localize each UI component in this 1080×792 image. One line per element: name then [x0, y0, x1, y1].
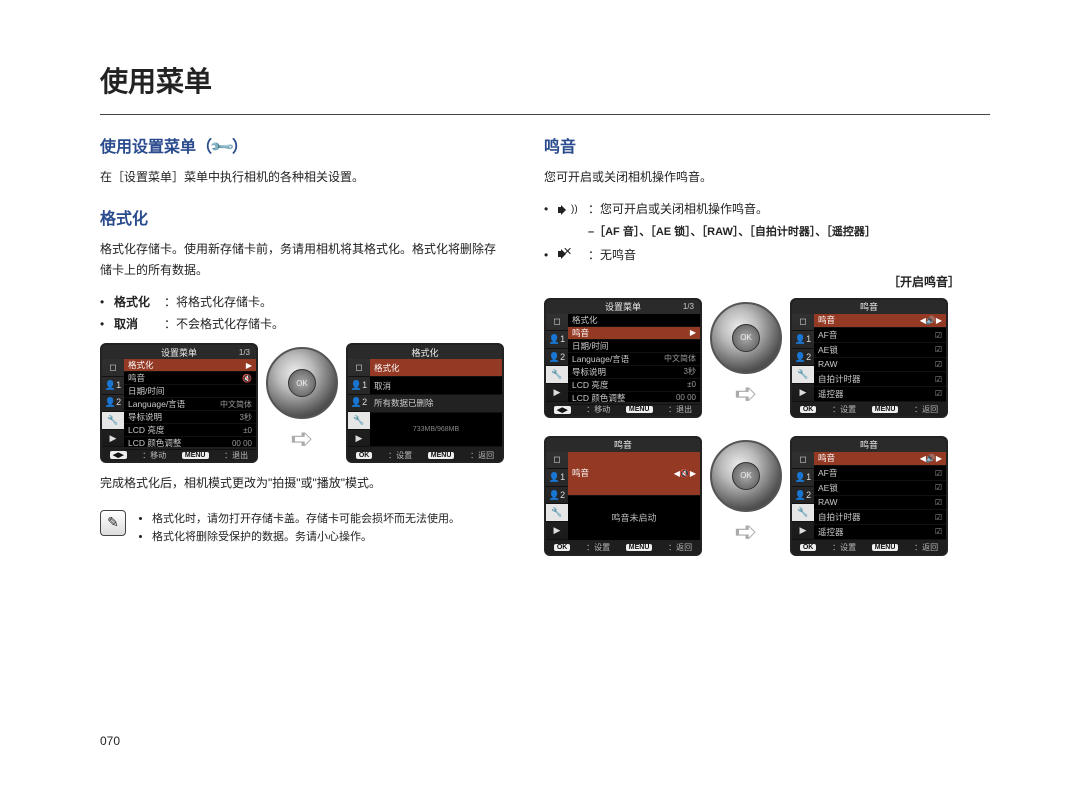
format-panels: 设置菜单 1/3 ◻ 👤1 👤2 🔧 ▶ 格式化▶: [100, 343, 504, 463]
desc-format: 格式化存储卡。使用新存储卡前，务请用相机将其格式化。格式化将删除存储卡上的所有数…: [100, 239, 504, 280]
lcd-title-text: 格式化: [411, 346, 438, 359]
lcd-settings: 设置菜单 1/3 ◻ 👤1 👤2 🔧 ▶ 格式化▶: [100, 343, 258, 463]
lcd-beep-off: 鸣音 ◻ 👤1 👤2 🔧 ▶ 鸣音◀🔇▶ 鸣音未启动: [544, 436, 702, 556]
bullet-off-text: ：无鸣音: [588, 245, 990, 267]
dial-icon: [266, 347, 338, 419]
lcd-settings-2: 设置菜单1/3 ◻ 👤1 👤2 🔧 ▶ 格式化 鸣音▶ 日期/时间: [544, 298, 702, 418]
caption-beep-on: ［开启鸣音］: [544, 273, 990, 290]
after-panels-text: 完成格式化后，相机模式更改为"拍摄"或"播放"模式。: [100, 473, 504, 493]
arrow-icon: ➪: [277, 419, 327, 459]
wrench-icon: 🔧: [208, 133, 236, 161]
bullet-beep-off: • ✕ ：无鸣音: [544, 245, 990, 267]
dial-icon: [710, 440, 782, 512]
heading-settings-menu: 使用设置菜单（🔧）: [100, 133, 504, 157]
beep-panels-bottom: 鸣音 ◻ 👤1 👤2 🔧 ▶ 鸣音◀🔇▶ 鸣音未启动: [544, 436, 990, 556]
left-column: 使用设置菜单（🔧） 在［设置菜单］菜单中执行相机的各种相关设置。 格式化 格式化…: [100, 133, 504, 564]
bullet-cancel: • 取消 ：不会格式化存储卡。: [100, 314, 504, 336]
arrow-icon: ➪: [721, 512, 771, 552]
bullet-icon: •: [100, 292, 114, 314]
note-item: 格式化时，请勿打开存储卡盖。存储卡可能会损坏而无法使用。: [152, 510, 460, 529]
heading-beep: 鸣音: [544, 133, 990, 157]
page-title: 使用菜单: [100, 60, 990, 100]
speaker-off-icon: ✕: [558, 245, 588, 267]
bullet-text-0: ：将格式化存储卡。: [164, 292, 504, 314]
side-person2-icon: 👤2: [102, 395, 124, 413]
dial-icon: [710, 302, 782, 374]
bullet-label-0: 格式化: [114, 292, 164, 314]
note-icon: ✎: [100, 510, 126, 536]
page-root: 使用菜单 使用设置菜单（🔧） 在［设置菜单］菜单中执行相机的各种相关设置。 格式…: [0, 0, 1080, 604]
lcd-title-text: 设置菜单: [161, 346, 197, 359]
right-column: 鸣音 您可开启或关闭相机操作鸣音。 • )) ：您可开启或关闭相机操作鸣音。 –…: [544, 133, 990, 564]
note-list: 格式化时，请勿打开存储卡盖。存储卡可能会损坏而无法使用。 格式化将删除受保护的数…: [136, 510, 460, 547]
note-item: 格式化将删除受保护的数据。务请小心操作。: [152, 528, 460, 547]
lcd-beep: 鸣音 ◻ 👤1 👤2 🔧 ▶ 鸣音◀🔊▶ AF音☑ AE锁☑: [790, 298, 948, 418]
arrow-icon: ➪: [721, 374, 771, 414]
divider: [100, 114, 990, 115]
side-play-icon: ▶: [102, 430, 124, 448]
note-box: ✎ 格式化时，请勿打开存储卡盖。存储卡可能会损坏而无法使用。 格式化将删除受保护…: [100, 510, 504, 547]
dial-group: ➪: [266, 347, 338, 459]
heading-format: 格式化: [100, 205, 504, 229]
page-number: 070: [100, 734, 120, 748]
bullet-beep-on: • )) ：您可开启或关闭相机操作鸣音。: [544, 199, 990, 221]
format-options: • 格式化 ：将格式化存储卡。 • 取消 ：不会格式化存储卡。: [100, 292, 504, 335]
bullet-format: • 格式化 ：将格式化存储卡。: [100, 292, 504, 314]
side-person1-icon: 👤1: [102, 377, 124, 395]
heading-text1: 使用设置菜单（: [100, 139, 212, 156]
side-wrench-icon: 🔧: [102, 412, 124, 430]
bullet-label-1: 取消: [114, 314, 164, 336]
lcd-beep-2: 鸣音 ◻ 👤1 👤2 🔧 ▶ 鸣音◀🔊▶ AF音☑ AE锁☑: [790, 436, 948, 556]
speaker-on-icon: )): [558, 199, 588, 221]
bullet-text-1: ：不会格式化存储卡。: [164, 314, 504, 336]
side-camera-icon: ◻: [102, 359, 124, 377]
beep-panels-top: 设置菜单1/3 ◻ 👤1 👤2 🔧 ▶ 格式化 鸣音▶ 日期/时间: [544, 298, 990, 418]
lcd-title-page: 1/3: [239, 348, 250, 357]
bullet-icon: •: [100, 314, 114, 336]
intro-beep: 您可开启或关闭相机操作鸣音。: [544, 167, 990, 187]
bullet-on-text: ：您可开启或关闭相机操作鸣音。: [588, 199, 990, 221]
beep-detail: –［AF 音］、［AE 锁］、［RAW］、［自拍计时器］、［遥控器］: [588, 223, 990, 239]
lcd-format: 格式化 ◻ 👤1 👤2 🔧 ▶ 格式化 取消 所有数据已删除: [346, 343, 504, 463]
columns: 使用设置菜单（🔧） 在［设置菜单］菜单中执行相机的各种相关设置。 格式化 格式化…: [100, 133, 990, 564]
intro-settings: 在［设置菜单］菜单中执行相机的各种相关设置。: [100, 167, 504, 187]
